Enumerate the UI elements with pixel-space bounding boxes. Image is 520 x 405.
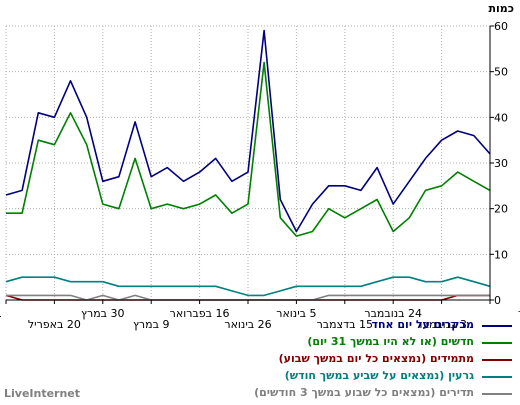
x-tick-label: 30 במרץ bbox=[81, 307, 124, 320]
x-tick-label: 15 בדצמבר bbox=[317, 318, 373, 331]
legend-swatch bbox=[482, 359, 512, 361]
x-tick-label: 3 בנובמבר bbox=[416, 318, 467, 331]
x-tick-label: 24 בנובמבר bbox=[364, 307, 422, 320]
y-tick-label: 0 bbox=[494, 294, 501, 307]
legend-swatch bbox=[482, 325, 512, 327]
legend-entry: מבקרים על יום אחד bbox=[262, 318, 512, 335]
y-tick-label: 30 bbox=[494, 157, 508, 170]
y-tick-label: 40 bbox=[494, 111, 508, 124]
legend-entry: תדירים (נמצאים כל שבוע במשך 3 חודשים) bbox=[254, 386, 512, 403]
x-tick-label: 9 במרץ bbox=[133, 318, 169, 331]
x-tick-label: 20 באפריל bbox=[28, 318, 81, 331]
grid bbox=[5, 25, 491, 301]
legend-label: חדשים (או לא היו במשך 31 יום) bbox=[307, 335, 474, 348]
legend-entry: מתמידים (נמצאים כל יום במשך שבוע) bbox=[262, 352, 512, 369]
x-tick-label: 5 בינואר bbox=[276, 307, 316, 320]
brand-label: LiveInternet bbox=[4, 387, 81, 400]
legend-label: מבקרים על יום אחד bbox=[371, 318, 474, 331]
x-tick-label: 16 בפברואר bbox=[170, 307, 230, 320]
y-tick-label: 60 bbox=[494, 20, 508, 33]
legend-label: מתמידים (נמצאים כל יום במשך שבוע) bbox=[278, 352, 474, 365]
y-tick-labels: 0 10 20 30 40 50 60 bbox=[490, 20, 508, 307]
x-tick-label: 13 באוקטובר bbox=[518, 307, 520, 320]
series-line-0 bbox=[5, 29, 491, 233]
x-tick-label: 11 במאי bbox=[0, 307, 2, 320]
legend-entry: חדשים (או לא היו במשך 31 יום) bbox=[262, 335, 512, 352]
y-tick-label: 50 bbox=[494, 66, 508, 79]
y-tick-label: 20 bbox=[494, 203, 508, 216]
legend-label: תדירים (נמצאים כל שבוע במשך 3 חודשים) bbox=[254, 386, 474, 399]
legend-label: גרעין (נמצאים על שביע במשך חודש) bbox=[284, 369, 474, 382]
y-axis-label: כמות bbox=[489, 2, 514, 15]
legend: מבקרים על יום אחד חדשים (או לא היו במשך 3… bbox=[254, 318, 512, 403]
legend-swatch bbox=[482, 393, 512, 395]
series-line-1 bbox=[6, 61, 491, 237]
y-tick-label: 10 bbox=[494, 248, 508, 261]
legend-swatch bbox=[482, 376, 512, 378]
x-tick-label: 26 בינואר bbox=[224, 318, 271, 331]
legend-swatch bbox=[482, 342, 512, 344]
series-line-3 bbox=[5, 276, 491, 297]
legend-entry: גרעין (נמצאים על שביע במשך חודש) bbox=[262, 369, 512, 386]
